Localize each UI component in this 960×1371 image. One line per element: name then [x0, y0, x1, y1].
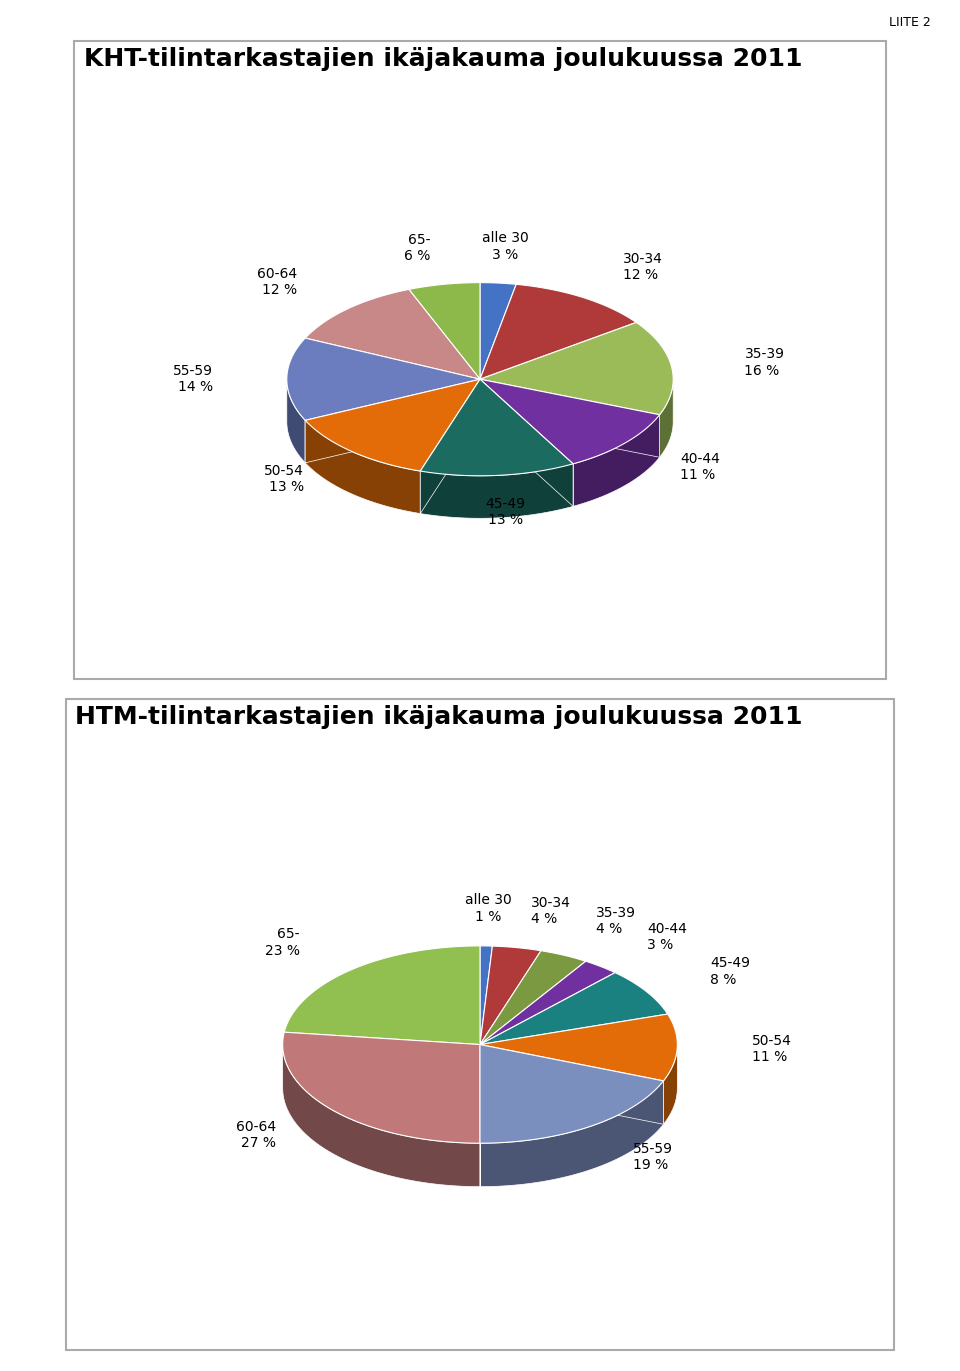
Text: 55-59
14 %: 55-59 14 %: [174, 365, 213, 395]
Text: 65-
23 %: 65- 23 %: [265, 927, 300, 957]
Polygon shape: [480, 1045, 663, 1124]
Polygon shape: [480, 380, 573, 506]
Polygon shape: [480, 950, 586, 1045]
Polygon shape: [287, 339, 480, 421]
Polygon shape: [305, 380, 480, 463]
Polygon shape: [573, 415, 660, 506]
Polygon shape: [480, 284, 636, 380]
Text: 40-44
11 %: 40-44 11 %: [680, 452, 720, 483]
Polygon shape: [480, 380, 660, 458]
Polygon shape: [660, 380, 673, 458]
Text: 60-64
12 %: 60-64 12 %: [257, 267, 298, 298]
Polygon shape: [480, 380, 660, 463]
Text: 45-49
13 %: 45-49 13 %: [485, 496, 525, 526]
Polygon shape: [420, 380, 573, 476]
Text: HTM-tilintarkastajien ikäjakauma joulukuussa 2011: HTM-tilintarkastajien ikäjakauma jouluku…: [76, 705, 803, 729]
Text: 50-54
11 %: 50-54 11 %: [753, 1034, 792, 1064]
Text: 40-44
3 %: 40-44 3 %: [647, 921, 686, 951]
Polygon shape: [305, 380, 480, 472]
Polygon shape: [305, 289, 480, 380]
Text: 35-39
4 %: 35-39 4 %: [596, 906, 636, 936]
Polygon shape: [480, 1045, 663, 1124]
Polygon shape: [420, 380, 480, 514]
Polygon shape: [480, 282, 516, 380]
Text: 30-34
4 %: 30-34 4 %: [531, 895, 571, 925]
Polygon shape: [663, 1045, 678, 1124]
Text: 50-54
13 %: 50-54 13 %: [264, 465, 303, 495]
Text: 60-64
27 %: 60-64 27 %: [235, 1120, 276, 1150]
Polygon shape: [480, 1015, 678, 1080]
Text: 35-39
16 %: 35-39 16 %: [745, 347, 784, 377]
Polygon shape: [305, 421, 420, 514]
Polygon shape: [420, 463, 573, 518]
Polygon shape: [480, 322, 673, 415]
Polygon shape: [305, 380, 480, 463]
Polygon shape: [480, 380, 573, 506]
Text: 45-49
8 %: 45-49 8 %: [710, 957, 750, 987]
Polygon shape: [282, 1032, 480, 1143]
Polygon shape: [480, 1045, 663, 1143]
Polygon shape: [480, 380, 660, 458]
Polygon shape: [480, 961, 615, 1045]
Text: alle 30
3 %: alle 30 3 %: [482, 232, 528, 262]
Polygon shape: [480, 946, 541, 1045]
Polygon shape: [409, 282, 480, 380]
Text: 30-34
12 %: 30-34 12 %: [623, 251, 662, 282]
Polygon shape: [282, 1045, 480, 1187]
Polygon shape: [480, 946, 492, 1045]
Text: alle 30
1 %: alle 30 1 %: [466, 894, 512, 924]
Polygon shape: [480, 1080, 663, 1187]
Text: 55-59
19 %: 55-59 19 %: [633, 1142, 673, 1172]
Polygon shape: [420, 380, 480, 514]
Polygon shape: [284, 946, 480, 1045]
Polygon shape: [480, 972, 668, 1045]
Text: 65-
6 %: 65- 6 %: [403, 233, 430, 263]
Text: LIITE 2: LIITE 2: [890, 16, 931, 29]
Text: KHT-tilintarkastajien ikäjakauma joulukuussa 2011: KHT-tilintarkastajien ikäjakauma jouluku…: [84, 47, 803, 71]
Polygon shape: [287, 380, 305, 463]
